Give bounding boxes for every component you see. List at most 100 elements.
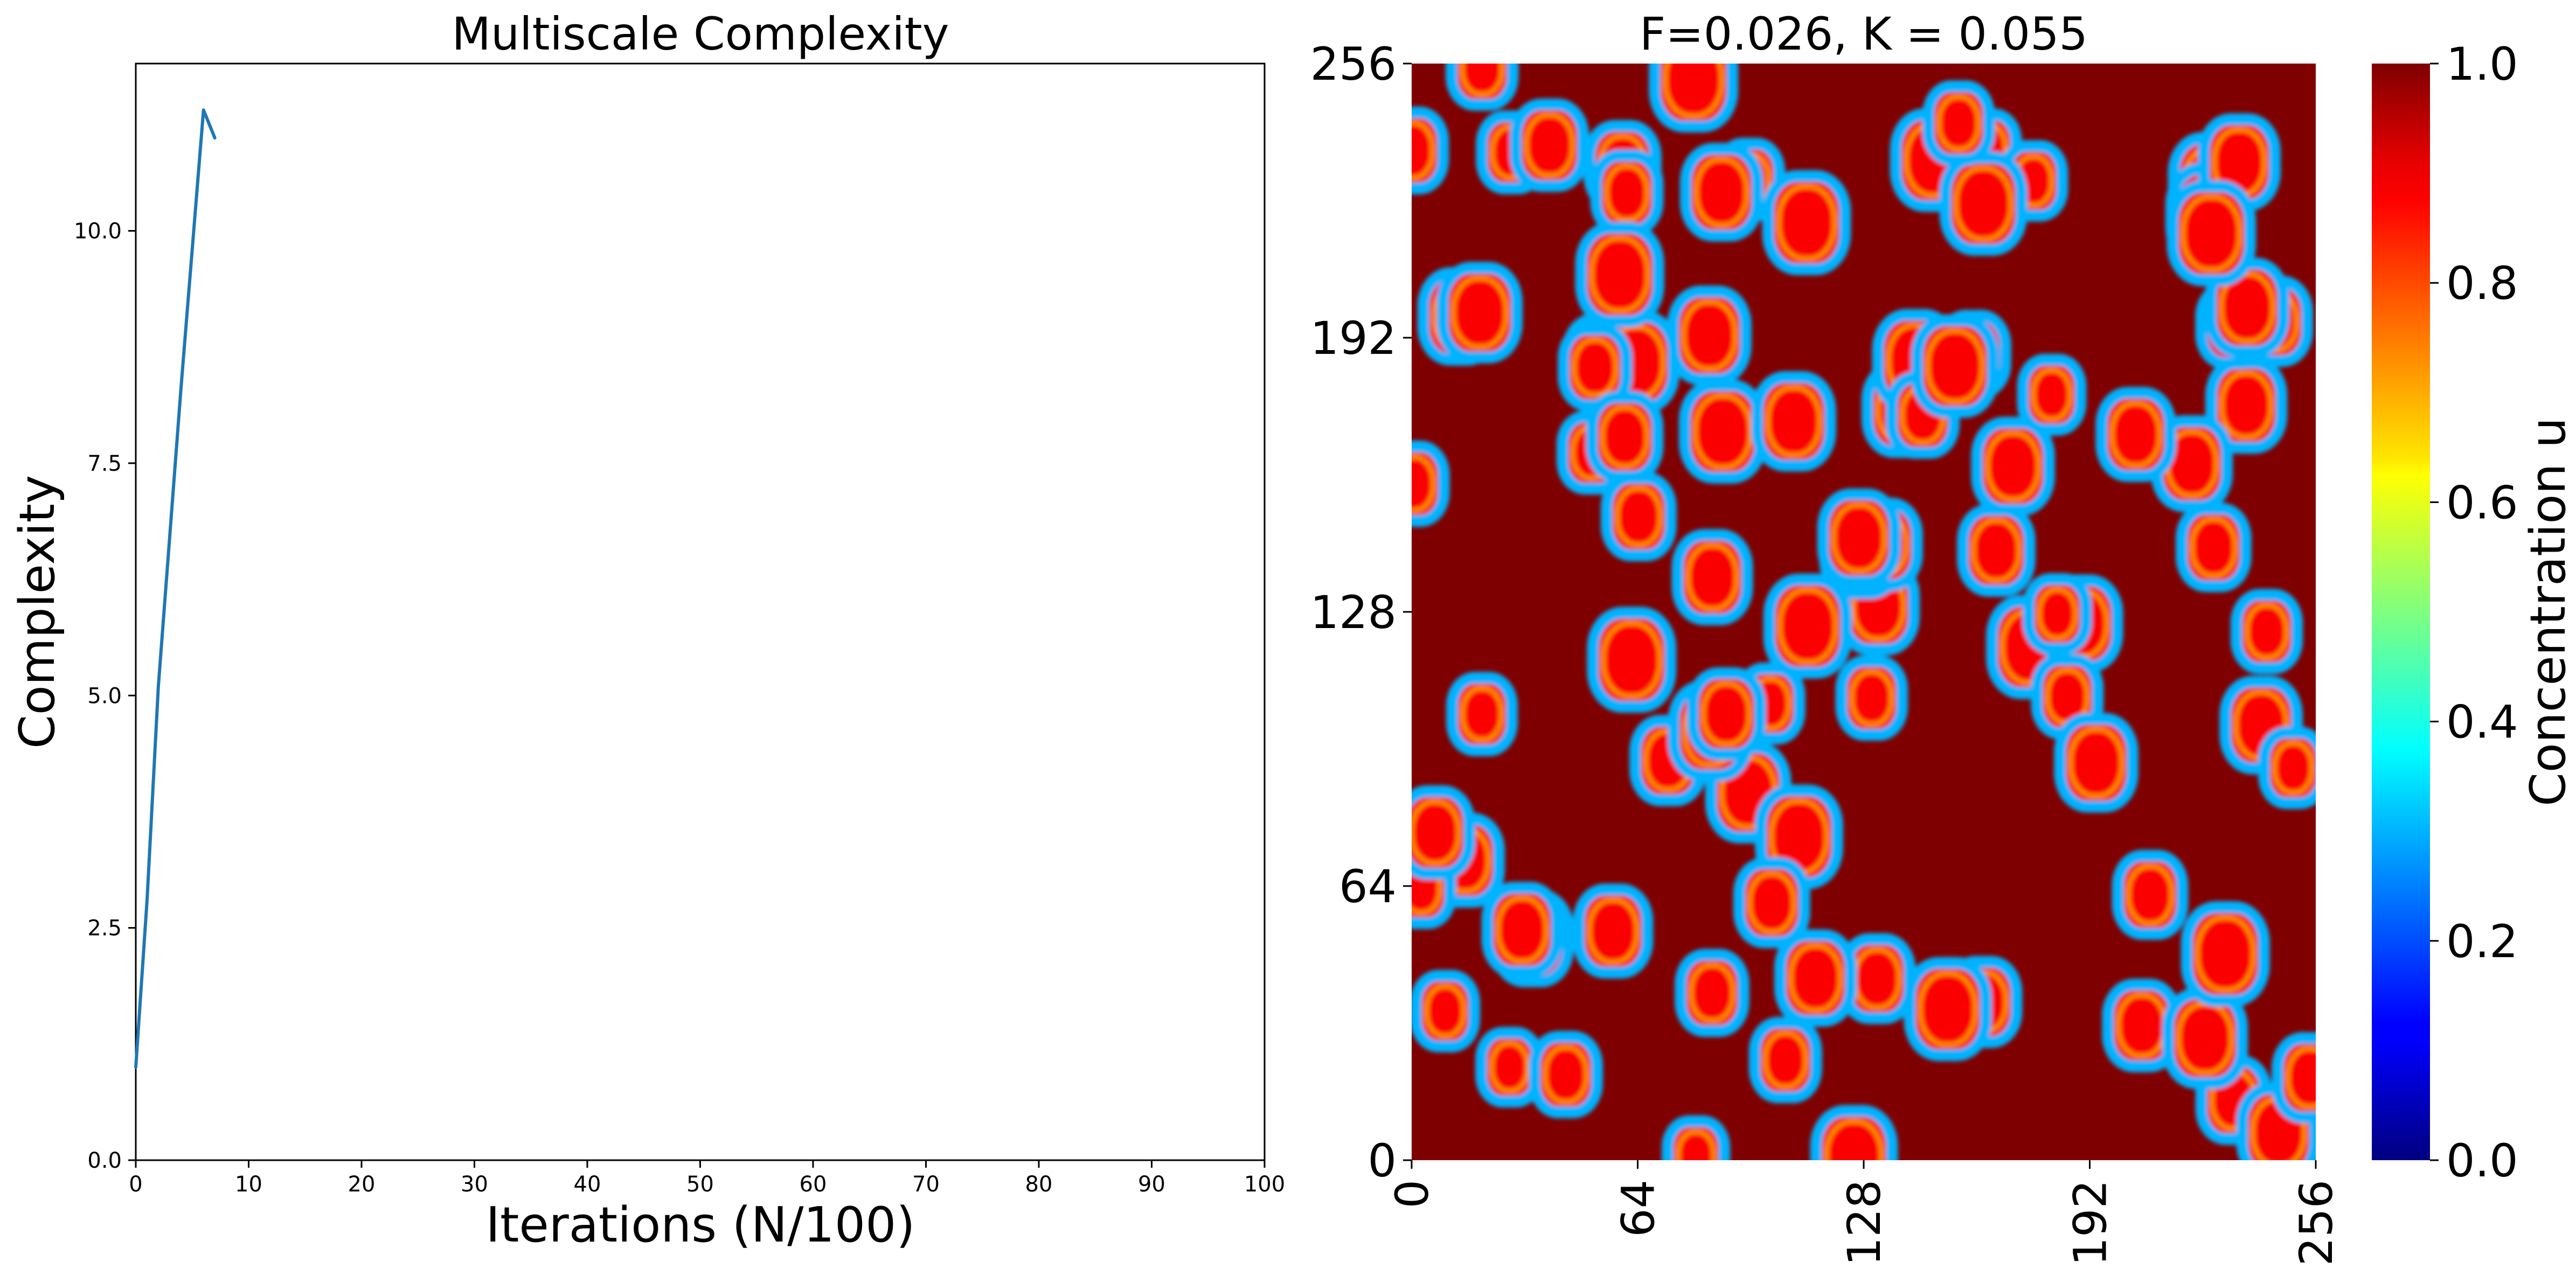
- spot-ring: [1587, 606, 1677, 713]
- y-tick-label: 10.0: [74, 219, 122, 244]
- pattern-spot: [1679, 143, 1763, 242]
- y-tick-label: 2.5: [87, 916, 122, 941]
- x-tick-label: 80: [1025, 1172, 1053, 1197]
- heatmap-pattern: [1412, 64, 2316, 1160]
- colorbar: 0.0 0.2 0.4 0.6 0.8 1.0 Concentration u: [2372, 38, 2576, 1187]
- pattern-spot: [1649, 64, 1739, 133]
- y-tick-label: 192: [1310, 312, 1397, 365]
- line-chart-x-ticks: 0 10 20 30 40 50 60 70 80 90 100: [129, 1160, 1285, 1197]
- x-tick-label: 0: [129, 1172, 142, 1197]
- pattern-spot: [1911, 314, 1999, 418]
- x-tick-label: 128: [1838, 1180, 1891, 1266]
- spot-inner-band: [2195, 916, 2255, 992]
- pattern-spot: [1835, 655, 1908, 741]
- spot-ring: [1904, 957, 1992, 1062]
- spot-inner-band: [1587, 898, 1639, 964]
- x-tick-label: 40: [574, 1172, 601, 1197]
- spot-ring: [1575, 221, 1664, 327]
- spot-inner-band: [2037, 588, 2078, 640]
- spot-inner-band: [1676, 1129, 1716, 1160]
- pattern-spot: [1475, 1027, 1544, 1108]
- colorbar-tick-label: 0.6: [2446, 476, 2518, 529]
- pattern-spot: [2167, 180, 2256, 287]
- spot-inner-band: [1663, 64, 1724, 118]
- pattern-spot: [2023, 573, 2092, 655]
- pattern-spot: [1922, 80, 1995, 166]
- spot-inner-band: [2110, 401, 2162, 468]
- heatmap-title: F=0.026, K = 0.055: [1640, 8, 2088, 60]
- colorbar-tick-label: 0.0: [2446, 1134, 2518, 1187]
- spot-inner-band: [1451, 276, 1508, 349]
- pattern-spot: [2181, 901, 2270, 1007]
- spot-inner-band: [1686, 543, 1739, 611]
- colorbar-gradient: [2372, 64, 2430, 1160]
- spot-inner-band: [1971, 518, 2021, 582]
- pattern-spot: [2230, 589, 2303, 674]
- line-chart-panel: Multiscale Complexity 0 10 20 30 40 50 60 70 80 9…: [9, 8, 1285, 1253]
- spot-ring: [2181, 901, 2270, 1007]
- spot-inner-band: [2219, 272, 2275, 343]
- spot-ring: [1412, 440, 1450, 527]
- spot-inner-band: [1701, 681, 1752, 746]
- pattern-spot: [1817, 488, 1901, 588]
- spot-inner-band: [1789, 944, 1842, 1013]
- pattern-spot: [1671, 529, 1753, 625]
- spot-inner-band: [2273, 741, 2314, 795]
- spot-inner-band: [2068, 727, 2124, 798]
- spot-inner-band: [1601, 621, 1662, 699]
- pattern-spot: [1412, 785, 1475, 880]
- y-tick-label: 64: [1339, 860, 1397, 913]
- spot-inner-band: [1763, 1031, 1808, 1089]
- spot-ring: [1763, 573, 1852, 679]
- pattern-spot: [1748, 1016, 1822, 1104]
- spot-inner-band: [2245, 603, 2289, 660]
- pattern-spot: [2272, 1032, 2316, 1124]
- pattern-spot: [1575, 221, 1664, 327]
- spot-inner-band: [1412, 800, 1461, 866]
- spot-inner-band: [1777, 588, 1838, 664]
- heatmap-y-ticks: 0 64 128 192 256: [1310, 38, 1412, 1187]
- spot-inner-band: [2031, 368, 2072, 421]
- spot-inner-band: [1425, 984, 1466, 1038]
- spot-inner-band: [1985, 431, 2040, 501]
- pattern-spot: [2112, 849, 2189, 940]
- spot-inner-band: [1412, 121, 1435, 180]
- spot-ring: [1911, 314, 1999, 418]
- spot-ring: [2167, 180, 2256, 287]
- line-chart-plot-frame: [135, 62, 1266, 1161]
- spot-inner-band: [1850, 670, 1893, 727]
- x-tick-label: 60: [800, 1172, 827, 1197]
- spot-inner-band: [2181, 195, 2242, 272]
- pattern-spot: [2095, 387, 2176, 482]
- pattern-spot: [1662, 1115, 1731, 1160]
- pattern-spot: [1762, 170, 1851, 275]
- y-tick-label: 7.5: [87, 451, 122, 476]
- spot-inner-band: [1831, 503, 1886, 573]
- spot-inner-band: [1747, 871, 1796, 934]
- pattern-spot: [2258, 727, 2316, 810]
- x-tick-label: 64: [1612, 1180, 1665, 1237]
- pattern-spot: [1763, 573, 1852, 679]
- colorbar-tick-label: 0.2: [2446, 915, 2518, 968]
- spot-ring: [1662, 1115, 1731, 1160]
- spot-inner-band: [1605, 164, 1649, 222]
- line-chart-y-axis-label: Complexity: [9, 475, 66, 749]
- colorbar-tick-label: 0.8: [2446, 257, 2518, 310]
- pattern-spot: [1587, 606, 1677, 713]
- pattern-spot: [1446, 672, 1518, 757]
- y-tick-label: 0.0: [87, 1148, 122, 1173]
- pattern-spot: [1678, 379, 1767, 484]
- line-chart-y-ticks: 0.0 2.5 5.0 7.5 10.0: [74, 219, 136, 1173]
- x-tick-label: 256: [2290, 1180, 2343, 1266]
- spot-inner-band: [1824, 1119, 1884, 1160]
- pattern-spot: [1590, 149, 1664, 236]
- y-tick-label: 0: [1368, 1134, 1397, 1187]
- spot-inner-band: [1589, 236, 1650, 313]
- y-tick-label: 128: [1310, 586, 1397, 639]
- spot-inner-band: [1460, 64, 1504, 96]
- spot-inner-band: [1543, 1045, 1588, 1104]
- pattern-spot: [1733, 857, 1810, 949]
- pattern-spot: [2054, 713, 2138, 813]
- heatmap-x-ticks: 0 64 128 192 256: [1386, 1160, 2343, 1266]
